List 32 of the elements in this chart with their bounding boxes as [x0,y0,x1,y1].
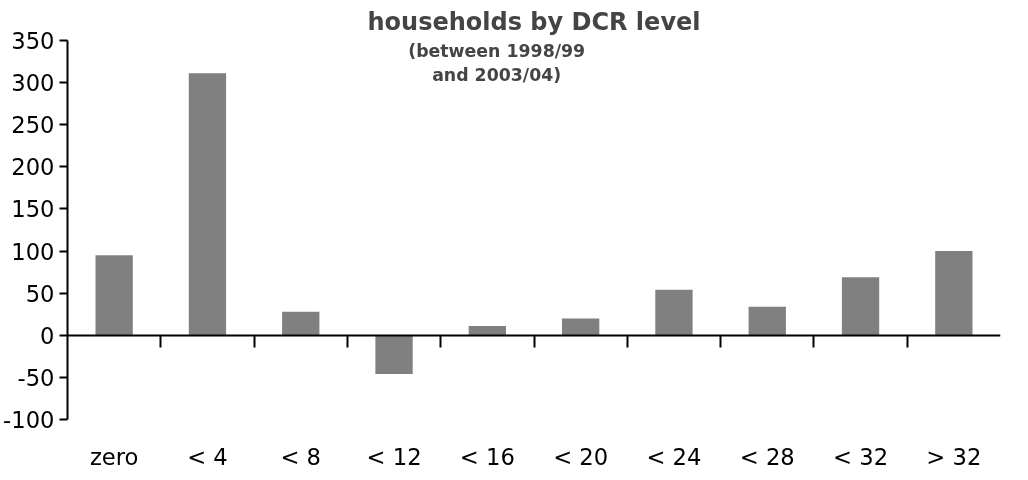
x-tick-label: < 16 [459,443,515,470]
x-tick-label: < 8 [280,443,322,470]
y-tick-label: 300 [11,70,55,97]
bar [561,318,600,336]
x-tick-label: < 24 [646,443,702,470]
y-tick-label: 200 [11,154,55,181]
x-tick-label: < 4 [187,443,228,470]
y-tick-label: 250 [11,112,55,139]
bar [468,326,507,336]
bar [935,251,973,336]
bar [655,289,693,336]
x-tick-label: < 28 [739,443,795,470]
y-tick-label: 50 [25,280,55,307]
y-tick-label: 150 [11,196,55,223]
x-tick-label: < 12 [366,443,422,470]
bar [188,73,227,336]
bar [748,306,786,336]
bar [95,255,133,336]
x-tick-label: > 32 [926,443,982,470]
bar [841,277,880,336]
y-tick-label: -100 [3,407,55,433]
y-tick-label: -50 [17,364,55,391]
x-tick-label: < 32 [833,443,889,470]
y-tick-label: 350 [11,28,55,54]
chart-title: households by DCR level [367,7,701,36]
bar [375,335,413,375]
x-tick-label: < 20 [553,443,609,470]
x-tick-label: zero [89,443,139,470]
text: (between 1998/99 and 2003/04) [408,40,586,85]
bar [282,311,320,336]
y-tick-label: 0 [40,322,55,349]
y-tick-label: 100 [11,238,55,265]
